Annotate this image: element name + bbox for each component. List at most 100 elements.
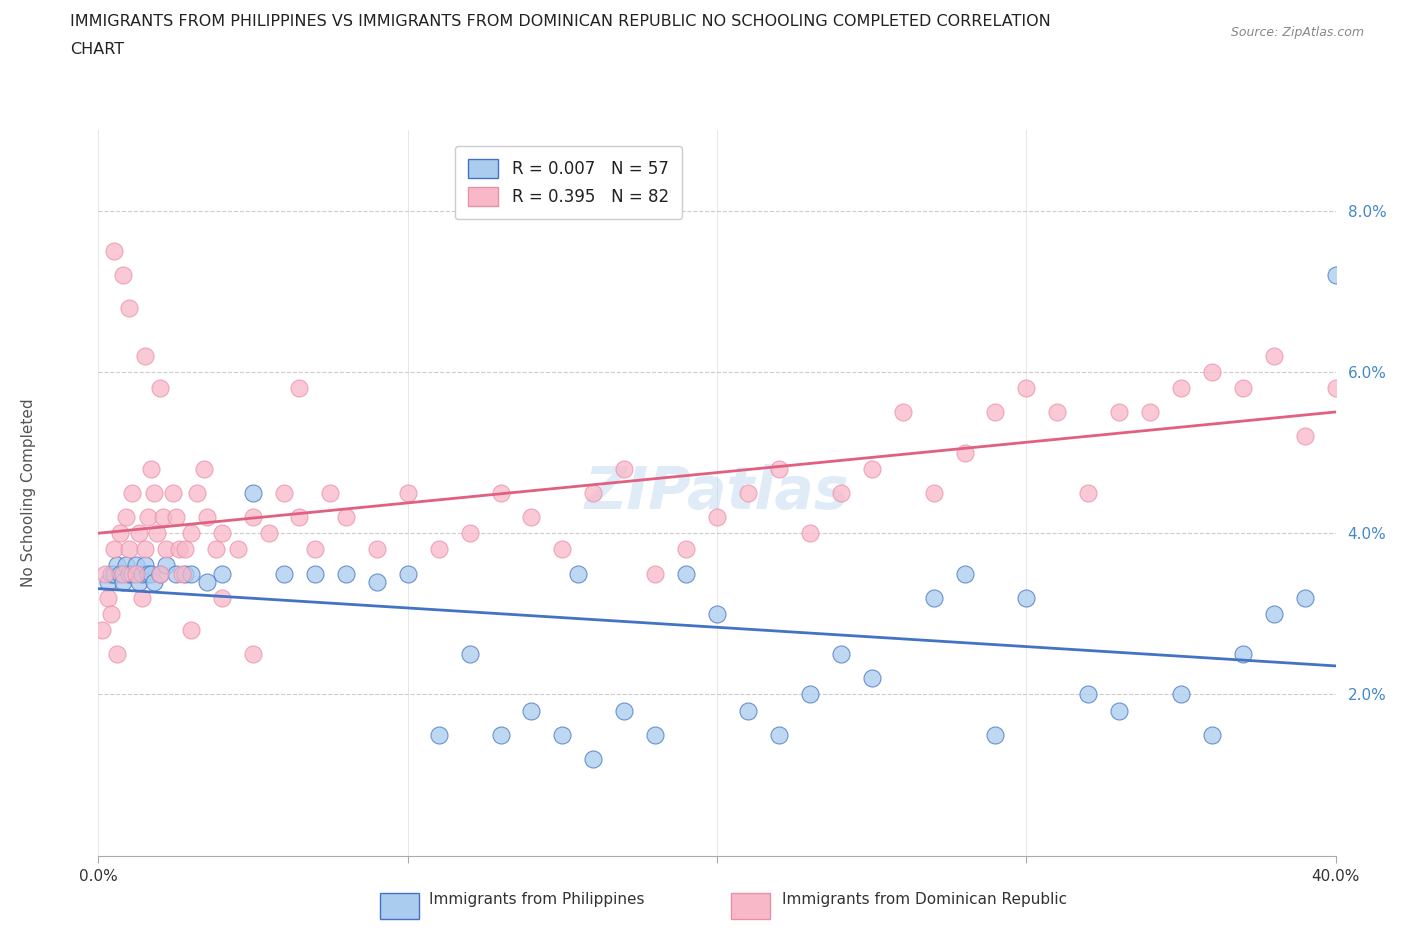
- Point: [100, 606, 122, 621]
- Point: [128, 525, 150, 540]
- Point: [149, 380, 172, 395]
- Point: [830, 485, 852, 500]
- Point: [396, 566, 419, 581]
- Point: [136, 510, 159, 525]
- Text: Immigrants from Philippines: Immigrants from Philippines: [429, 892, 644, 907]
- Point: [152, 510, 174, 525]
- Point: [195, 510, 218, 525]
- Point: [335, 566, 357, 581]
- Point: [860, 671, 883, 685]
- Point: [155, 542, 177, 557]
- Point: [319, 485, 342, 500]
- Point: [242, 485, 264, 500]
- Point: [97, 574, 120, 589]
- Text: CHART: CHART: [70, 42, 124, 57]
- Point: [984, 727, 1007, 742]
- Point: [288, 510, 311, 525]
- Point: [458, 525, 481, 540]
- Point: [427, 542, 450, 557]
- Point: [134, 558, 156, 573]
- Point: [613, 461, 636, 476]
- Point: [768, 727, 790, 742]
- Point: [1294, 429, 1316, 444]
- Point: [143, 574, 166, 589]
- Point: [860, 461, 883, 476]
- Point: [170, 566, 193, 581]
- Point: [737, 703, 759, 718]
- Point: [458, 646, 481, 661]
- Point: [124, 558, 146, 573]
- Point: [105, 646, 128, 661]
- Point: [1263, 606, 1285, 621]
- Point: [242, 510, 264, 525]
- Text: IMMIGRANTS FROM PHILIPPINES VS IMMIGRANTS FROM DOMINICAN REPUBLIC NO SCHOOLING C: IMMIGRANTS FROM PHILIPPINES VS IMMIGRANT…: [70, 14, 1052, 29]
- Point: [149, 566, 172, 581]
- Point: [112, 566, 135, 581]
- Point: [155, 558, 177, 573]
- Point: [1324, 268, 1347, 283]
- Point: [1108, 405, 1130, 419]
- Point: [304, 542, 326, 557]
- Point: [143, 485, 166, 500]
- Point: [149, 566, 172, 581]
- Point: [103, 244, 125, 259]
- Point: [180, 622, 202, 637]
- Point: [582, 485, 605, 500]
- Point: [118, 542, 141, 557]
- Point: [162, 485, 184, 500]
- Point: [115, 558, 138, 573]
- Text: ZIPatlas: ZIPatlas: [585, 464, 849, 522]
- Point: [1139, 405, 1161, 419]
- Point: [644, 566, 666, 581]
- Point: [124, 566, 146, 581]
- Point: [131, 566, 153, 581]
- Point: [335, 510, 357, 525]
- Point: [1170, 380, 1192, 395]
- Point: [520, 703, 543, 718]
- Point: [613, 703, 636, 718]
- Text: Source: ZipAtlas.com: Source: ZipAtlas.com: [1230, 26, 1364, 39]
- Point: [90, 622, 112, 637]
- Point: [134, 349, 156, 364]
- Point: [139, 566, 162, 581]
- Point: [97, 591, 120, 605]
- Point: [121, 566, 143, 581]
- Point: [128, 574, 150, 589]
- Point: [108, 525, 131, 540]
- Point: [226, 542, 249, 557]
- Point: [273, 566, 295, 581]
- Point: [582, 751, 605, 766]
- Point: [489, 485, 512, 500]
- Text: Immigrants from Dominican Republic: Immigrants from Dominican Republic: [782, 892, 1067, 907]
- Point: [1108, 703, 1130, 718]
- Point: [146, 525, 169, 540]
- Point: [706, 606, 728, 621]
- Point: [366, 542, 388, 557]
- Point: [1294, 591, 1316, 605]
- Point: [136, 566, 159, 581]
- Point: [118, 566, 141, 581]
- Point: [211, 525, 233, 540]
- Point: [799, 525, 821, 540]
- Point: [131, 591, 153, 605]
- Point: [366, 574, 388, 589]
- Point: [174, 566, 197, 581]
- Point: [427, 727, 450, 742]
- Point: [288, 380, 311, 395]
- Point: [242, 646, 264, 661]
- Point: [121, 485, 143, 500]
- Point: [186, 485, 208, 500]
- Point: [567, 566, 589, 581]
- Point: [644, 727, 666, 742]
- Point: [396, 485, 419, 500]
- Point: [799, 687, 821, 702]
- Point: [891, 405, 914, 419]
- Point: [118, 300, 141, 315]
- Point: [165, 566, 187, 581]
- Point: [1170, 687, 1192, 702]
- Point: [922, 591, 945, 605]
- Point: [180, 566, 202, 581]
- Point: [195, 574, 218, 589]
- Point: [675, 566, 697, 581]
- Point: [1324, 380, 1347, 395]
